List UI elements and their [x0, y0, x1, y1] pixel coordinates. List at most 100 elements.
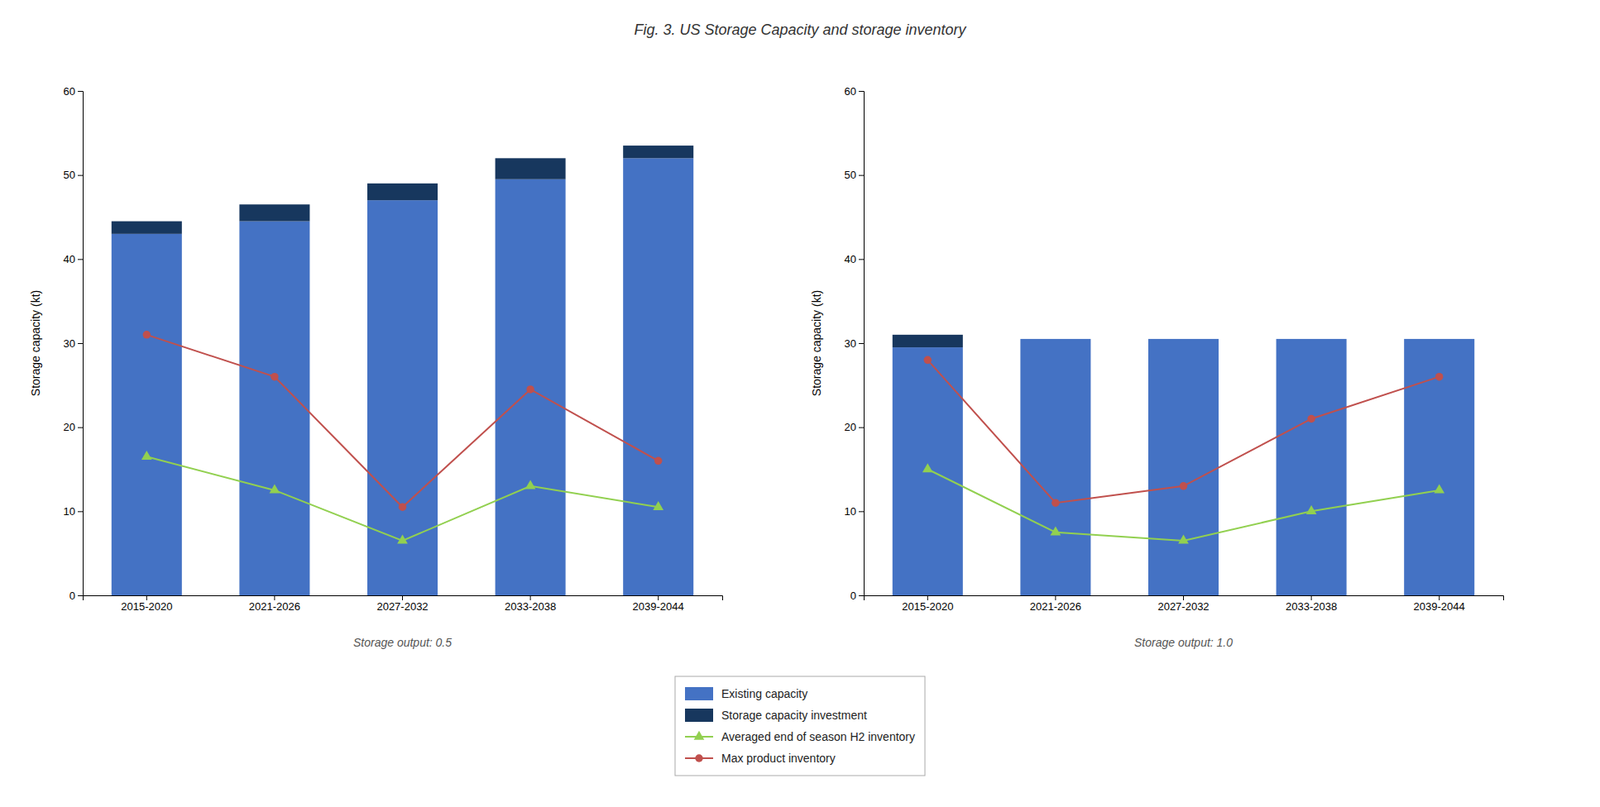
tick-label: 2027-2032: [1157, 600, 1209, 614]
tick: 10: [844, 505, 864, 518]
tick-mark: [858, 595, 864, 597]
tick-label: 60: [63, 85, 76, 98]
marker: [922, 463, 934, 473]
tick: 2039-2044: [632, 595, 685, 614]
marker: [526, 385, 534, 393]
bar: [495, 179, 566, 596]
marker: [525, 479, 537, 489]
title: Fig. 3. US Storage Capacity and storage …: [633, 21, 967, 39]
plot-area: [111, 145, 694, 596]
line: [146, 335, 658, 508]
tick: 0: [69, 589, 83, 603]
tick-mark: [657, 595, 659, 601]
marker: [1307, 415, 1315, 423]
bar: [622, 158, 694, 596]
bar: [1020, 338, 1091, 340]
tick-mark: [1054, 595, 1056, 601]
tick: 2027-2032: [376, 595, 428, 614]
marker: [143, 330, 151, 339]
tick-mark: [1438, 595, 1440, 601]
bar: [1148, 339, 1219, 596]
x-axis: 2015-2020 2021-2026 2027-2032 2033-2038 2039…: [864, 595, 1505, 614]
tick: 2021-2026: [1029, 595, 1082, 614]
legend-item: Existing capacity: [685, 687, 808, 701]
line-series: [924, 356, 1444, 508]
tick: 60: [63, 85, 83, 98]
legend-label: Max product inventory: [721, 752, 836, 766]
tick: 50: [844, 168, 864, 182]
y-axis: 0 10 20 30 40 50 60: [844, 85, 865, 603]
tick-mark: [1183, 595, 1184, 601]
tick-mark: [927, 595, 929, 601]
tick-mark: [77, 343, 83, 345]
tick-label: 2015-2020: [901, 600, 954, 614]
tick-label: 2027-2032: [376, 600, 428, 614]
axis-title: Storage capacity (kt): [809, 290, 824, 397]
y-axis: 0 10 20 30 40 50 60: [63, 85, 84, 603]
x-axis: 2015-20202021-20262027-20322033-20382039…: [83, 595, 724, 614]
tick-label: 0: [850, 589, 857, 603]
tick: 30: [63, 337, 83, 350]
tick-mark: [858, 343, 864, 345]
tick-label: 2021-2026: [249, 600, 301, 614]
bar: [622, 145, 694, 159]
tick-label: 40: [63, 253, 76, 266]
marker: [924, 356, 932, 365]
marker: [1306, 505, 1318, 515]
marker: [654, 457, 662, 465]
marker: [397, 535, 408, 545]
tick-mark: [77, 427, 83, 429]
tick-label: 60: [844, 85, 857, 98]
tick: 40: [63, 253, 83, 266]
tick-mark: [273, 595, 275, 601]
legend-marker: [694, 754, 703, 762]
bar: [495, 158, 566, 179]
tick-mark: [77, 511, 83, 513]
bar: [1148, 338, 1219, 340]
tick: 60: [844, 85, 864, 98]
tick-mark: [77, 258, 83, 260]
bar: [239, 204, 310, 221]
legend-swatch: [685, 687, 714, 701]
marker: [1050, 526, 1062, 536]
plot-area: [892, 335, 1475, 596]
tick-label: 2021-2026: [1029, 600, 1082, 614]
bar-series: [892, 335, 963, 348]
tick-mark: [858, 258, 864, 260]
marker: [1051, 498, 1059, 507]
tick: 50: [63, 168, 83, 182]
legend-label: Existing capacity: [721, 687, 808, 701]
tick: 2021-2026: [249, 595, 301, 614]
tick-mark: [77, 595, 83, 597]
legend-swatch: [685, 708, 714, 723]
bar: [1276, 339, 1347, 596]
axis-line: [858, 91, 865, 597]
line-series: [922, 463, 1445, 544]
tick: 30: [844, 337, 864, 350]
tick-label: 2033-2038: [1285, 600, 1337, 614]
bar: [1403, 338, 1475, 340]
tick: 2033-2038: [1285, 595, 1337, 614]
tick: 10: [63, 505, 83, 518]
tick: 2039-2044: [1413, 595, 1466, 614]
tick: 2015-2020: [120, 595, 173, 614]
bar-series: [892, 339, 1475, 596]
bar: [367, 183, 438, 201]
bar: [1276, 338, 1347, 340]
tick: 40: [844, 253, 864, 266]
tick: 2027-2032: [1157, 595, 1209, 614]
marker: [1435, 373, 1443, 381]
tick-label: 30: [844, 337, 857, 350]
marker: [269, 484, 281, 494]
marker: [652, 501, 664, 511]
tick-label: 2039-2044: [632, 600, 685, 614]
tick-label: 20: [63, 421, 76, 434]
bar: [892, 335, 963, 348]
tick-label: 40: [844, 253, 857, 266]
subtitle: Storage output: 1.0: [1134, 636, 1233, 650]
tick: 20: [844, 421, 864, 434]
tick-mark: [77, 91, 83, 92]
tick-mark: [402, 595, 403, 601]
panel: 0 10 20 30 40 50 60 2015-2020 2021-2026 2027-2032…: [28, 85, 724, 650]
tick-label: 2039-2044: [1413, 600, 1466, 614]
